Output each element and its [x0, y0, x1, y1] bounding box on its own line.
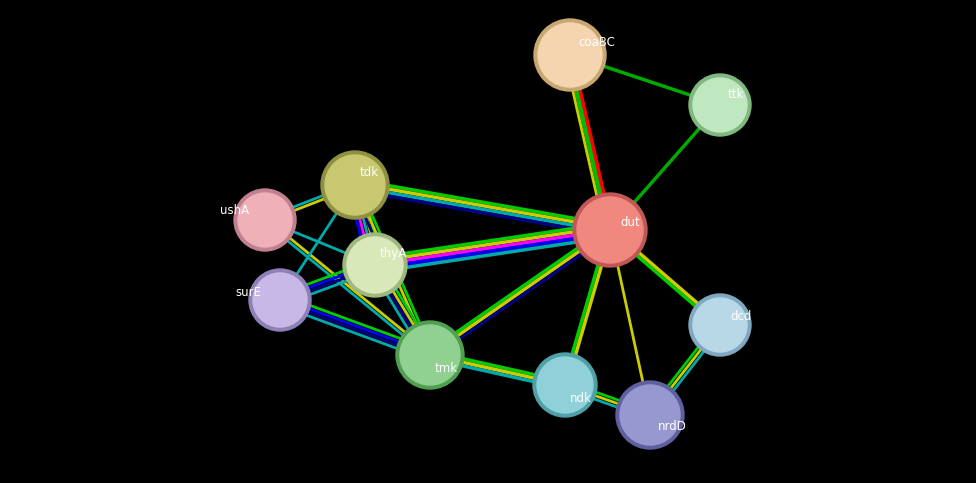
Text: thyA: thyA [380, 246, 407, 259]
Text: dut: dut [620, 215, 639, 228]
Circle shape [693, 298, 747, 352]
Circle shape [325, 155, 385, 215]
Circle shape [238, 193, 292, 247]
Text: tdk: tdk [360, 167, 379, 180]
Text: surE: surE [235, 285, 261, 298]
Circle shape [249, 269, 311, 331]
Circle shape [573, 193, 647, 267]
Circle shape [321, 151, 389, 219]
Circle shape [400, 325, 460, 385]
Text: tmk: tmk [435, 363, 458, 375]
Text: ndk: ndk [570, 393, 591, 406]
Circle shape [689, 294, 751, 356]
Text: nrdD: nrdD [658, 421, 687, 434]
Circle shape [620, 385, 680, 445]
Circle shape [347, 237, 403, 293]
Circle shape [693, 78, 747, 132]
Circle shape [234, 189, 296, 251]
Text: dcd: dcd [730, 311, 752, 324]
Text: ushA: ushA [220, 203, 249, 216]
Circle shape [533, 353, 597, 417]
Circle shape [616, 381, 684, 449]
Circle shape [534, 19, 606, 91]
Circle shape [396, 321, 464, 389]
Circle shape [253, 273, 307, 327]
Text: ttk: ttk [728, 88, 745, 101]
Circle shape [689, 74, 751, 136]
Circle shape [577, 197, 643, 263]
Circle shape [343, 233, 407, 297]
Circle shape [537, 357, 593, 413]
Circle shape [538, 23, 602, 87]
Text: coaBC: coaBC [578, 37, 615, 49]
